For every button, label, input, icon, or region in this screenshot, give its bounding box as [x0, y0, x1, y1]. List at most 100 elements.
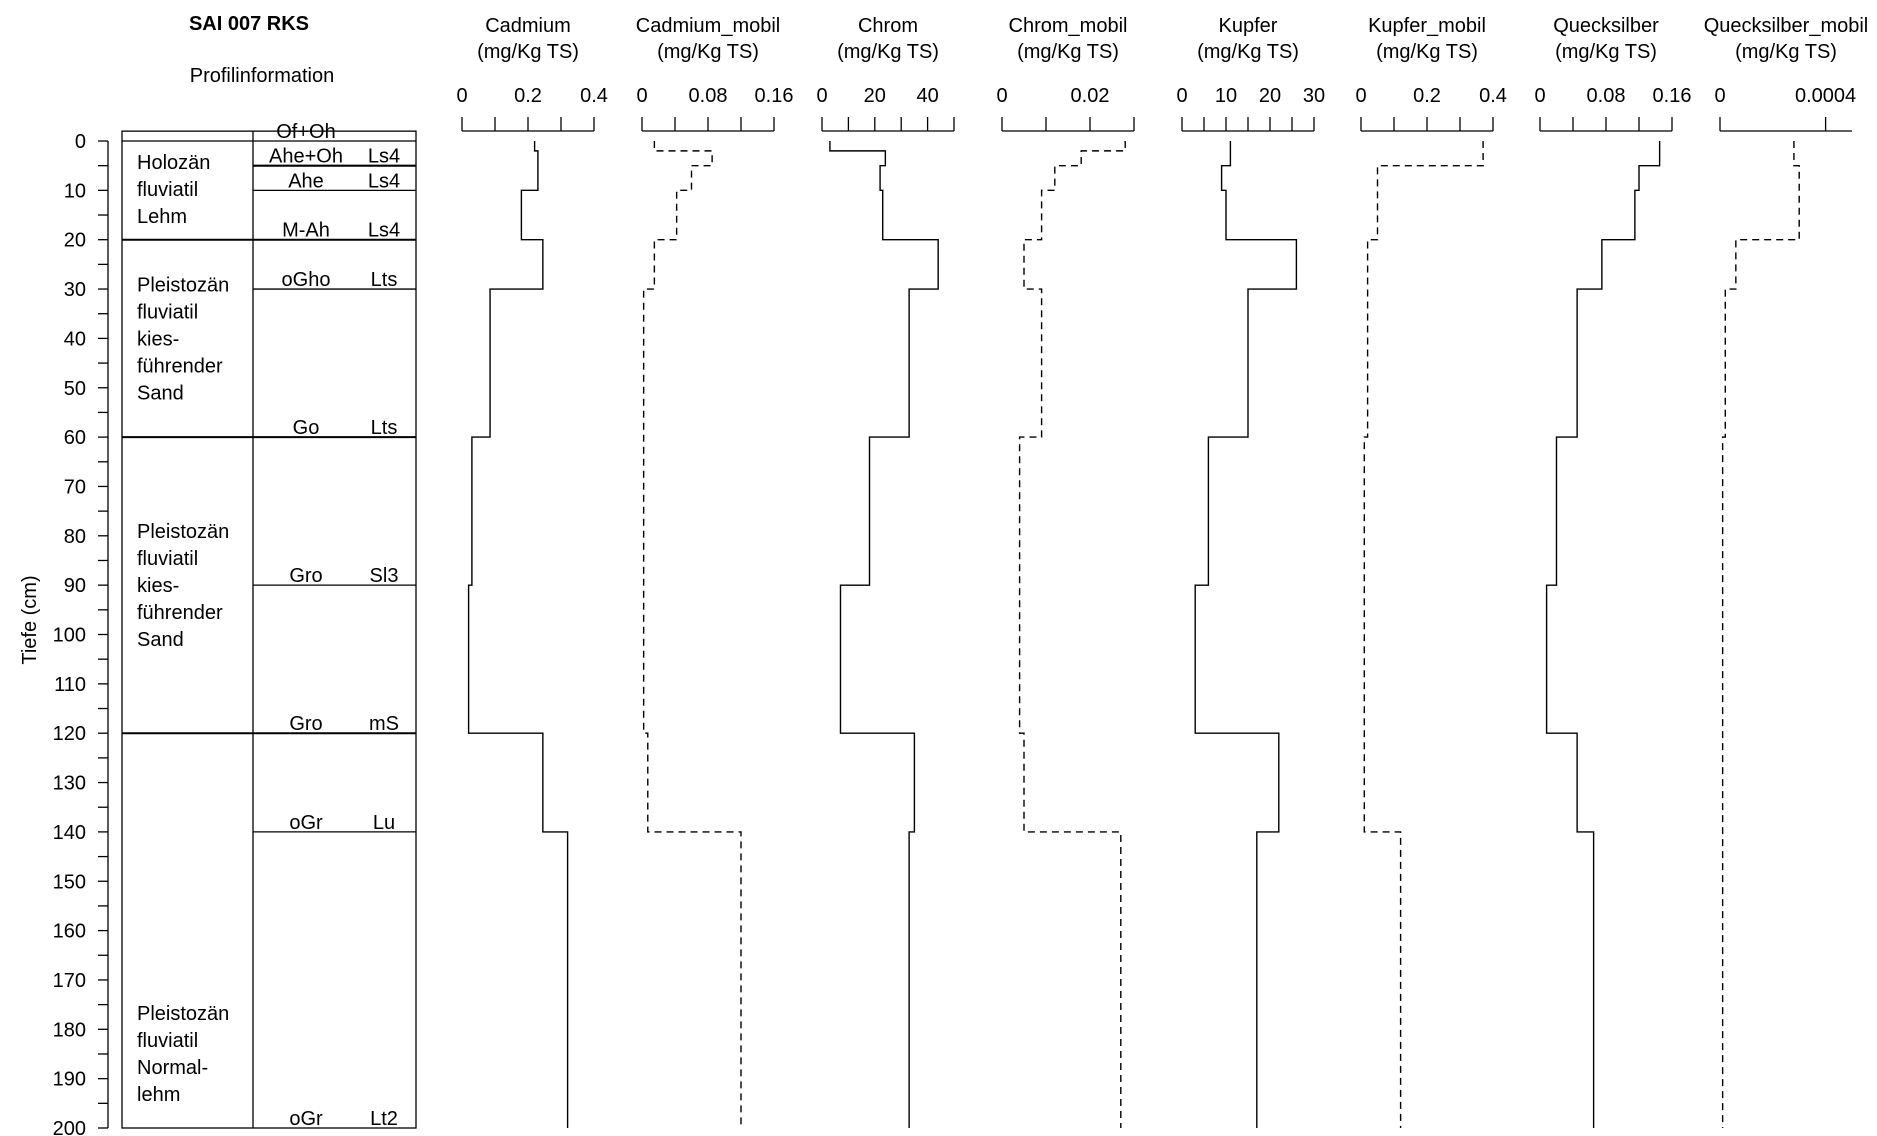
panel-title: Chrom — [858, 15, 918, 37]
x-tick-label: 0 — [816, 85, 827, 107]
stratum-label: fluviatil — [137, 1030, 198, 1052]
panel-unit: (mg/Kg TS) — [1197, 41, 1299, 63]
x-tick-label: 10 — [1215, 85, 1237, 107]
x-tick-label: 0.2 — [1413, 85, 1441, 107]
y-tick-label: 190 — [53, 1069, 86, 1091]
horizon-soil: Ls4 — [368, 220, 400, 242]
stratum-label: Sand — [137, 629, 184, 651]
y-tick-label: 40 — [64, 328, 86, 350]
horizon-name: oGr — [289, 812, 323, 834]
x-tick-label: 20 — [1259, 85, 1281, 107]
y-tick-label: 0 — [75, 131, 86, 153]
y-tick-label: 200 — [53, 1118, 86, 1136]
horizon-name: Ahe+Oh — [269, 146, 343, 168]
panel-quecksilber-mobil: Quecksilber_mobil (mg/Kg TS) 0 0.0004 — [1704, 15, 1869, 1128]
panel-title: Quecksilber_mobil — [1704, 15, 1869, 37]
stratum-label: kies- — [137, 328, 179, 350]
x-tick-label: 0.0004 — [1795, 85, 1856, 107]
series-line — [1018, 141, 1126, 1128]
x-tick-label: 0 — [636, 85, 647, 107]
panel-kupfer-mobil: Kupfer_mobil (mg/Kg TS) 0 0.2 0.4 — [1355, 15, 1507, 1128]
x-tick-label: 0 — [1714, 85, 1725, 107]
y-tick-label: 150 — [53, 871, 86, 893]
y-axis-label: Tiefe (cm) — [19, 575, 41, 664]
horizon-name: Ahe — [288, 170, 324, 192]
horizon-soil: Lt2 — [370, 1108, 398, 1130]
x-tick-label: 30 — [1303, 85, 1325, 107]
x-tick-label: 0.16 — [755, 85, 794, 107]
y-tick-label: 30 — [64, 279, 86, 301]
x-tick-label: 0.02 — [1071, 85, 1110, 107]
panel-cadmium-mobil: Cadmium_mobil (mg/Kg TS) 0 0.08 0.16 — [636, 15, 794, 1128]
stratum-label: fluviatil — [137, 301, 198, 323]
y-tick-label: 90 — [64, 575, 86, 597]
series-line — [1721, 141, 1800, 1128]
x-tick-label: 40 — [916, 85, 938, 107]
x-tick-label: 0.4 — [1479, 85, 1507, 107]
series-line — [642, 141, 742, 1128]
x-tick-label: 0.4 — [580, 85, 608, 107]
horizon-name: Gro — [289, 565, 322, 587]
x-tick-label: 0 — [1534, 85, 1545, 107]
panel-unit: (mg/Kg TS) — [1555, 41, 1657, 63]
stratum-label: fluviatil — [137, 179, 198, 201]
stratum-label: Holozän — [137, 152, 210, 174]
horizon-soil: Lu — [373, 812, 395, 834]
x-tick-label: 0.16 — [1653, 85, 1692, 107]
series-line — [1363, 141, 1484, 1128]
y-tick-label: 110 — [54, 674, 86, 696]
panel-title: Cadmium_mobil — [636, 15, 781, 37]
horizon-soil: Sl3 — [370, 565, 399, 587]
horizon-name: Go — [293, 417, 320, 439]
y-tick-label: 180 — [53, 1019, 86, 1041]
y-tick-label: 170 — [53, 970, 86, 992]
stratum-label: lehm — [137, 1084, 180, 1106]
stratum-label: Lehm — [137, 206, 187, 228]
y-tick-label: 160 — [53, 921, 86, 943]
x-tick-label: 0 — [996, 85, 1007, 107]
panel-unit: (mg/Kg TS) — [1376, 41, 1478, 63]
profile-frame — [121, 130, 417, 1129]
x-tick-label: 0.08 — [689, 85, 728, 107]
horizon-soil: Ls4 — [368, 170, 400, 192]
stratum-label: Normal- — [137, 1057, 208, 1079]
x-tick-label: 0.08 — [1587, 85, 1626, 107]
horizon-name: M-Ah — [282, 220, 330, 242]
horizon-name: Gro — [289, 713, 322, 735]
y-tick-label: 80 — [64, 526, 86, 548]
profile-title: SAI 007 RKS — [189, 13, 309, 35]
series-line — [1545, 141, 1661, 1128]
stratum-label: kies- — [137, 575, 179, 597]
stratum-label: Pleistozän — [137, 1003, 229, 1025]
y-tick-label: 130 — [53, 773, 86, 795]
x-tick-label: 0 — [456, 85, 467, 107]
stratum-label: Pleistozän — [137, 274, 229, 296]
stratum-label: fluviatil — [137, 548, 198, 570]
panel-chrom: Chrom (mg/Kg TS) 0 20 40 — [816, 15, 955, 1128]
y-tick-label: 100 — [53, 625, 86, 647]
horizon-soil: Ls4 — [368, 146, 400, 168]
profile-column: 0 10 20 30 40 50 60 70 80 90 100 110 120 130 140 150 160… — [53, 121, 417, 1136]
horizon-name: oGr — [289, 1108, 323, 1130]
y-tick-label: 70 — [64, 476, 86, 498]
stratum-label: führender — [137, 602, 223, 624]
y-tick-label: 20 — [64, 230, 86, 252]
panel-unit: (mg/Kg TS) — [1735, 41, 1837, 63]
panel-unit: (mg/Kg TS) — [477, 41, 579, 63]
series-line — [1194, 141, 1298, 1128]
y-tick-label: 120 — [53, 723, 86, 745]
x-tick-label: 0 — [1355, 85, 1366, 107]
panel-title: Kupfer_mobil — [1368, 15, 1486, 37]
x-tick-label: 0.2 — [514, 85, 542, 107]
stratum-label: Sand — [137, 382, 184, 404]
x-tick-label: 20 — [864, 85, 886, 107]
panel-quecksilber: Quecksilber (mg/Kg TS) 0 0.08 0.16 — [1534, 15, 1691, 1128]
profile-subtitle: Profilinformation — [190, 65, 335, 87]
x-tick-label: 0 — [1176, 85, 1187, 107]
y-tick-label: 10 — [64, 180, 86, 202]
stratum-label: Pleistozän — [137, 521, 229, 543]
y-tick-label: 60 — [64, 427, 86, 449]
panel-cadmium: Cadmium (mg/Kg TS) 0 0.2 0.4 — [456, 15, 608, 1128]
y-tick-label: 140 — [53, 822, 86, 844]
